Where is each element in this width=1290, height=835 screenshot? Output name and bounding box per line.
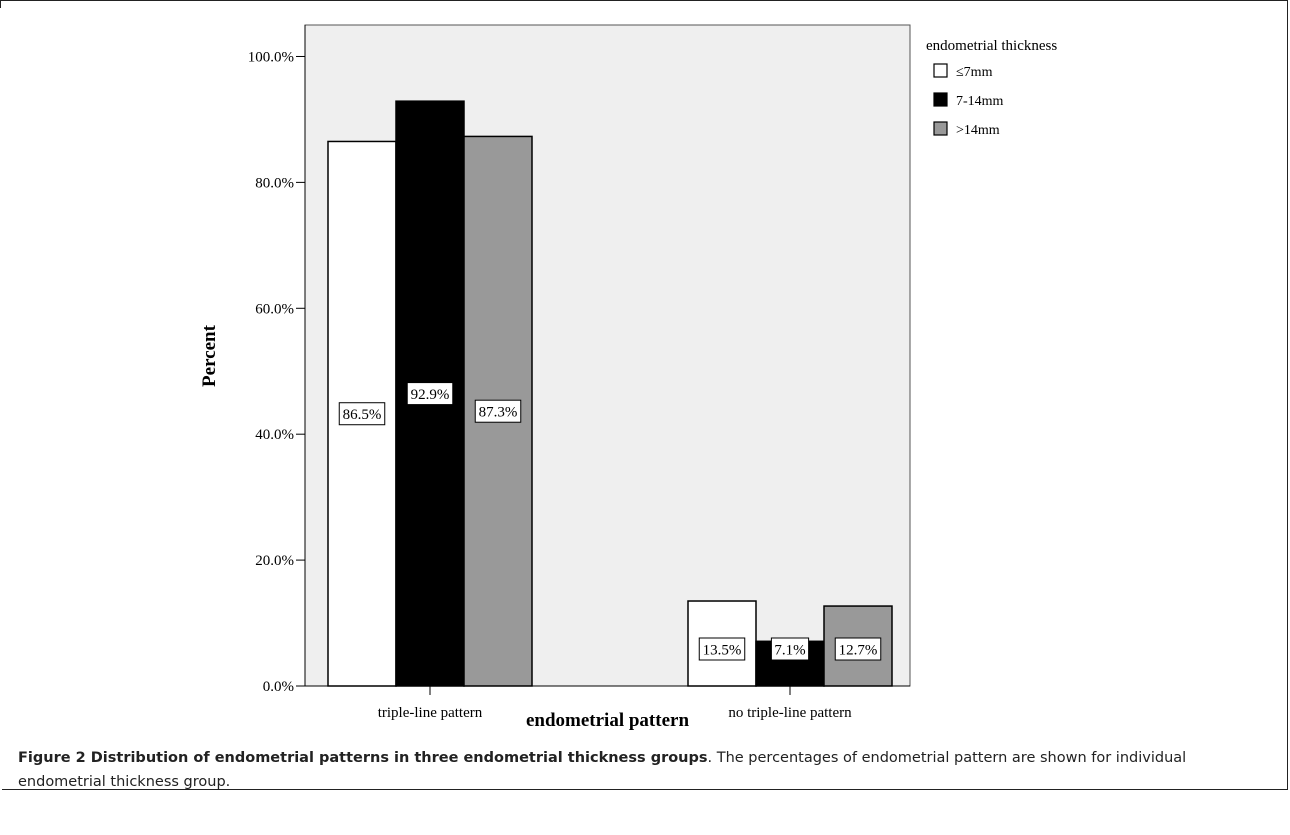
data-label: 92.9%: [411, 387, 450, 403]
y-tick-label: 40.0%: [255, 427, 294, 443]
y-tick-label: 80.0%: [255, 175, 294, 191]
caption-title: Figure 2 Distribution of endometrial pat…: [18, 750, 708, 766]
y-tick-label: 100.0%: [248, 49, 294, 65]
data-label: 7.1%: [774, 643, 805, 659]
x-axis-title: endometrial pattern: [526, 710, 689, 731]
figure-caption: Figure 2 Distribution of endometrial pat…: [18, 746, 1278, 794]
legend-swatch: [933, 63, 948, 78]
legend-entry: 7-14mm: [956, 94, 1004, 109]
data-label-box: [338, 402, 386, 426]
legend: endometrial thickness ≤7mm 7-14mm >14mm: [926, 38, 1057, 138]
bar-chart: 0.0% 20.0% 40.0% 60.0% 80.0% 100.0% 86.5% 92.9…: [199, 24, 1057, 731]
data-label: 13.5%: [703, 643, 742, 659]
bars: 86.5% 92.9% 87.3% 13.5% 7.1% 12.7%: [327, 100, 893, 687]
y-axis: 0.0% 20.0% 40.0% 60.0% 80.0% 100.0%: [248, 25, 306, 695]
data-label-box: [406, 382, 454, 406]
y-tick-label: 60.0%: [255, 301, 294, 317]
caption-text: . The percentages of endometrial pattern…: [18, 750, 1187, 790]
data-label: 87.3%: [479, 405, 518, 421]
x-tick-label: triple-line pattern: [378, 705, 483, 721]
legend-entry: ≤7mm: [956, 65, 993, 80]
x-tick-label: no triple-line pattern: [728, 705, 852, 721]
data-label-box: [834, 637, 882, 661]
data-label: 86.5%: [343, 407, 382, 423]
y-tick-label: 20.0%: [255, 553, 294, 569]
data-label: 12.7%: [839, 643, 878, 659]
data-label-box: [474, 399, 522, 423]
data-label-box: [698, 637, 746, 661]
legend-swatch: [933, 92, 948, 107]
legend-swatch: [933, 121, 948, 136]
y-tick-label: 0.0%: [263, 679, 294, 695]
data-label-box: [770, 637, 810, 661]
x-axis: triple-line pattern no triple-line patter…: [305, 685, 910, 721]
legend-title: endometrial thickness: [926, 38, 1057, 54]
legend-entry: >14mm: [956, 123, 1000, 138]
y-axis-title: Percent: [199, 324, 220, 387]
